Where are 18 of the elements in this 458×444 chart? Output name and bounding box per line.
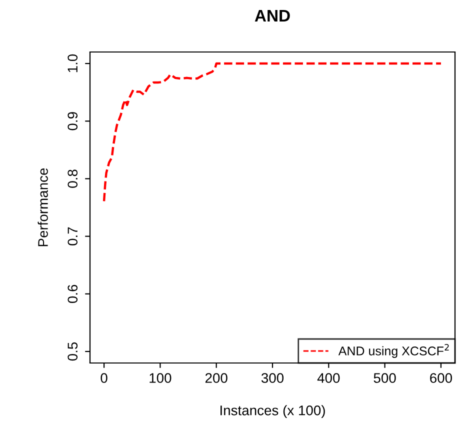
y-tick-label: 0.7 bbox=[68, 227, 78, 246]
legend-label: AND using XCSCF$^{2}$ bbox=[338, 344, 449, 358]
y-tick-label: 1.0 bbox=[68, 54, 78, 72]
x-tick-label: 400 bbox=[317, 373, 340, 383]
x-tick-label: 100 bbox=[150, 373, 172, 383]
x-tick-label: 600 bbox=[430, 373, 452, 383]
chart-title: AND bbox=[254, 10, 290, 22]
y-tick-label: 0.5 bbox=[68, 342, 78, 361]
y-tick-label: 0.6 bbox=[68, 284, 78, 303]
x-tick-label: 200 bbox=[205, 373, 228, 383]
x-tick-label: 0 bbox=[100, 373, 108, 383]
y-tick-label: 0.8 bbox=[68, 170, 78, 188]
y-axis-title: Performance bbox=[38, 168, 48, 246]
line-series bbox=[102, 62, 442, 202]
x-axis-title: Instances (x 100) bbox=[220, 405, 325, 418]
x-tick-label: 500 bbox=[374, 373, 396, 383]
y-tick-label: 0.9 bbox=[68, 112, 78, 130]
x-tick-label: 300 bbox=[261, 373, 284, 383]
